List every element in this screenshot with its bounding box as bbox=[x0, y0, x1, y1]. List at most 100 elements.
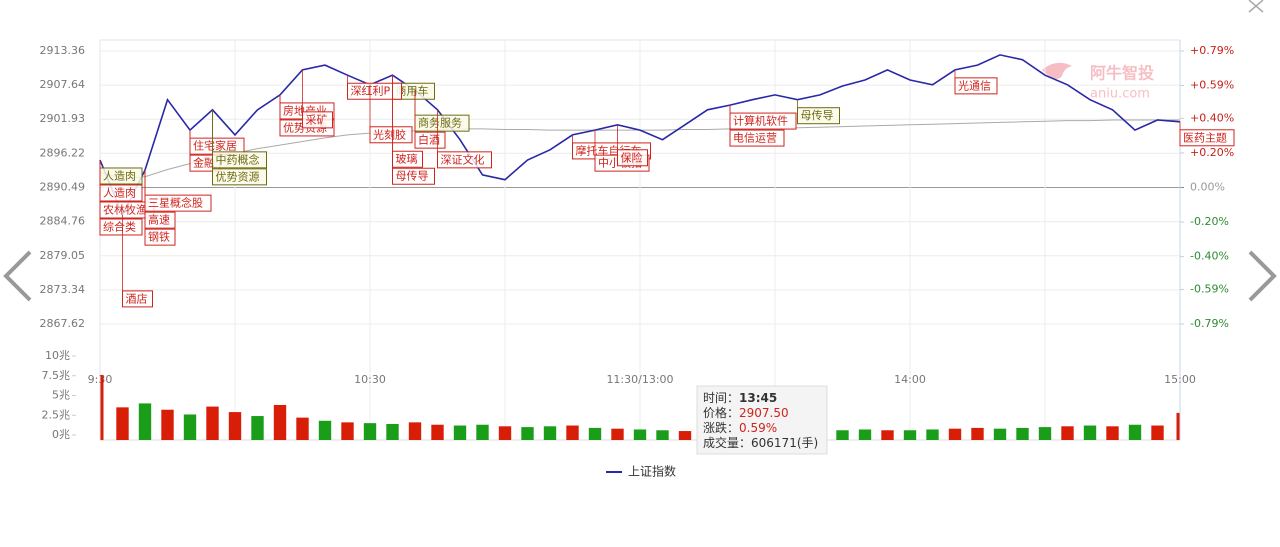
volume-bar bbox=[453, 425, 467, 440]
y2-tick-label: +0.20% bbox=[1190, 146, 1234, 159]
y-tick-label: 2896.22 bbox=[40, 146, 86, 159]
y-tick-label: 2890.49 bbox=[40, 181, 86, 194]
tooltip-label: 价格： bbox=[703, 405, 739, 420]
volume-bar bbox=[251, 416, 264, 440]
annotation-label: 商用车 bbox=[396, 84, 429, 98]
annotation-box bbox=[392, 167, 435, 185]
annotation-label: 农林牧渔 bbox=[103, 202, 147, 216]
volume-bar bbox=[1106, 426, 1119, 440]
y-tick-label: 2907.64 bbox=[40, 78, 86, 91]
volume-bar bbox=[161, 409, 174, 440]
volume-tick-label: 2.5兆 bbox=[42, 408, 71, 421]
volume-bar bbox=[498, 426, 512, 440]
annotation-label: 光刻胶 bbox=[373, 127, 406, 141]
y2-tick-label: -0.59% bbox=[1190, 282, 1229, 295]
volume-bar bbox=[1128, 424, 1142, 440]
volume-bar bbox=[100, 374, 104, 440]
annotation-box bbox=[99, 218, 143, 236]
x-tick-label: 9:30 bbox=[88, 373, 113, 386]
prev-arrow[interactable] bbox=[3, 250, 32, 302]
annotation-label: 优势资源 bbox=[216, 169, 260, 183]
tooltip-box bbox=[696, 385, 828, 455]
annotation-label: 母传导 bbox=[396, 170, 429, 183]
y2-tick-label: +0.59% bbox=[1190, 79, 1234, 92]
volume-bar bbox=[1083, 425, 1097, 440]
volume-bar bbox=[183, 414, 197, 440]
annotation-box bbox=[617, 149, 648, 167]
watermark: 阿牛智投 aniu.com bbox=[1042, 62, 1154, 102]
legend-label: 上证指数 bbox=[628, 464, 676, 479]
y2-tick-label: 0.00% bbox=[1190, 181, 1225, 194]
annotation-label: 三星概念股 bbox=[148, 196, 203, 210]
volume-bar bbox=[408, 422, 422, 440]
x-tick-label: 15:00 bbox=[1164, 373, 1196, 386]
volume-bar bbox=[386, 423, 399, 440]
x-tick-label: 14:00 bbox=[894, 373, 926, 386]
volume-bar bbox=[543, 426, 557, 440]
tooltip-value: 13:45 bbox=[739, 391, 777, 405]
volume-bar bbox=[566, 425, 579, 440]
annotation-box bbox=[144, 228, 176, 246]
annotation-box bbox=[797, 107, 840, 125]
watermark-logo bbox=[1042, 62, 1072, 79]
tooltip-value: 606171(手) bbox=[751, 436, 818, 450]
tooltip-label: 时间： bbox=[703, 391, 739, 405]
tooltip-row: 时间：13:45 bbox=[703, 391, 777, 405]
annotation-box bbox=[954, 77, 998, 95]
annotation-label: 钢铁 bbox=[148, 231, 170, 244]
tooltip-label: 涨跌： bbox=[703, 420, 739, 435]
volume-bar bbox=[611, 428, 624, 440]
annotation-label: 玻璃 bbox=[396, 152, 418, 166]
volume-bar bbox=[858, 429, 872, 440]
annotation-label: 人造肉 bbox=[103, 185, 136, 199]
volume-bar bbox=[993, 428, 1007, 440]
tooltip-row: 涨跌：0.59% bbox=[703, 420, 777, 435]
volume-bar bbox=[903, 430, 917, 440]
volume-tick-label: 7.5兆 bbox=[42, 369, 71, 382]
y-tick-label: 2873.34 bbox=[40, 283, 86, 296]
annotation-box bbox=[729, 129, 785, 147]
volume-bar bbox=[228, 412, 242, 440]
annotation-label: 医药主题 bbox=[1183, 131, 1227, 144]
volume-tick-label: 0兆 bbox=[52, 428, 70, 441]
annotation-label: 中药概念 bbox=[216, 152, 260, 166]
y-tick-label: 2879.05 bbox=[40, 249, 86, 262]
close-button[interactable] bbox=[1248, 0, 1264, 13]
annotation-box bbox=[347, 82, 402, 100]
annotation-label: 金融 bbox=[193, 156, 215, 170]
y-tick-label: 2901.93 bbox=[40, 112, 86, 125]
annotation-label: 计算机软件 bbox=[733, 114, 788, 128]
watermark-name: 阿牛智投 bbox=[1090, 64, 1154, 83]
volume-bar bbox=[341, 422, 354, 440]
x-tick-label: 10:30 bbox=[354, 373, 386, 386]
annotation-box bbox=[302, 111, 333, 129]
tooltip-row: 成交量：606171(手) bbox=[703, 435, 818, 450]
next-arrow[interactable] bbox=[1248, 250, 1277, 302]
volume-bar bbox=[116, 407, 129, 440]
price-line bbox=[99, 54, 1181, 217]
annotation-box bbox=[369, 126, 413, 144]
y2-tick-label: -0.40% bbox=[1190, 250, 1229, 263]
annotation-label: 商务服务 bbox=[418, 116, 462, 130]
volume-bar bbox=[1061, 426, 1074, 440]
volume-bar bbox=[633, 429, 647, 440]
volume-bar bbox=[926, 429, 939, 440]
annotation-label: 母传导 bbox=[801, 109, 834, 122]
annotation-box bbox=[1179, 129, 1235, 147]
y-tick-label: 2867.62 bbox=[40, 317, 86, 330]
annotation-label: 综合类 bbox=[103, 219, 136, 233]
y2-tick-label: -0.79% bbox=[1190, 317, 1229, 330]
close-icon bbox=[1248, 0, 1264, 13]
annotation-box bbox=[212, 168, 267, 186]
watermark-url: aniu.com bbox=[1090, 87, 1150, 102]
volume-bar bbox=[206, 406, 219, 440]
volume-bar bbox=[948, 428, 962, 440]
tooltip-label: 成交量： bbox=[703, 435, 751, 450]
volume-tick-label: 5兆 bbox=[52, 389, 70, 402]
volume-tick-label: 10兆 bbox=[45, 349, 70, 362]
volume-bar bbox=[588, 427, 602, 440]
annotation-label: 人造肉 bbox=[103, 168, 136, 182]
volume-bar bbox=[138, 403, 152, 440]
